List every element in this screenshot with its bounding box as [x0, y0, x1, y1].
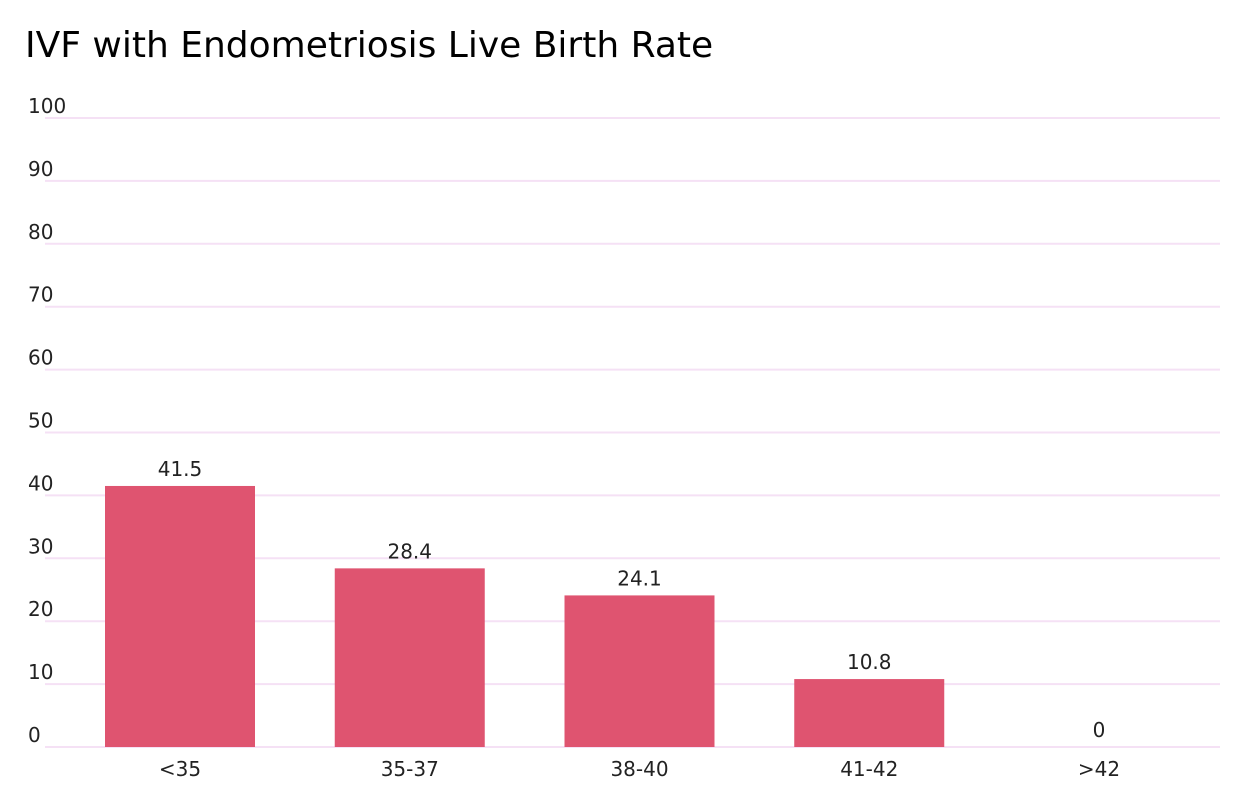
bar: [334, 568, 485, 747]
y-tick-label: 20: [28, 597, 53, 621]
x-axis-ticks: <35 35-37 38-40 41-42 >42: [159, 757, 1120, 781]
chart-title: IVF with Endometriosis Live Birth Rate: [25, 25, 714, 66]
y-tick-label: 50: [28, 409, 53, 433]
data-label: 41.5: [158, 457, 203, 481]
bar: [564, 595, 715, 747]
y-tick-label: 80: [28, 220, 53, 244]
data-labels: 41.5 28.4 24.1 10.8 0: [158, 457, 1106, 742]
data-label: 10.8: [847, 650, 892, 674]
data-label: 28.4: [387, 539, 432, 563]
x-tick-label: 41-42: [840, 757, 898, 781]
x-tick-label: 38-40: [610, 757, 668, 781]
y-tick-label: 70: [28, 283, 53, 307]
data-label: 0: [1093, 718, 1106, 742]
bars: [105, 485, 945, 747]
y-tick-label: 30: [28, 534, 53, 558]
x-tick-label: 35-37: [381, 757, 439, 781]
y-tick-label: 0: [28, 723, 41, 747]
bar: [105, 485, 255, 747]
bar: [794, 679, 945, 747]
y-tick-label: 100: [28, 94, 66, 118]
x-tick-label: >42: [1078, 757, 1120, 781]
y-tick-label: 10: [28, 660, 53, 684]
y-tick-label: 60: [28, 346, 53, 370]
x-tick-label: <35: [159, 757, 201, 781]
y-tick-label: 40: [28, 471, 53, 495]
y-axis-ticks: 0 10 20 30 40 50 60 70 80 90 100: [28, 94, 66, 747]
y-tick-label: 90: [28, 157, 53, 181]
data-label: 24.1: [617, 566, 662, 590]
